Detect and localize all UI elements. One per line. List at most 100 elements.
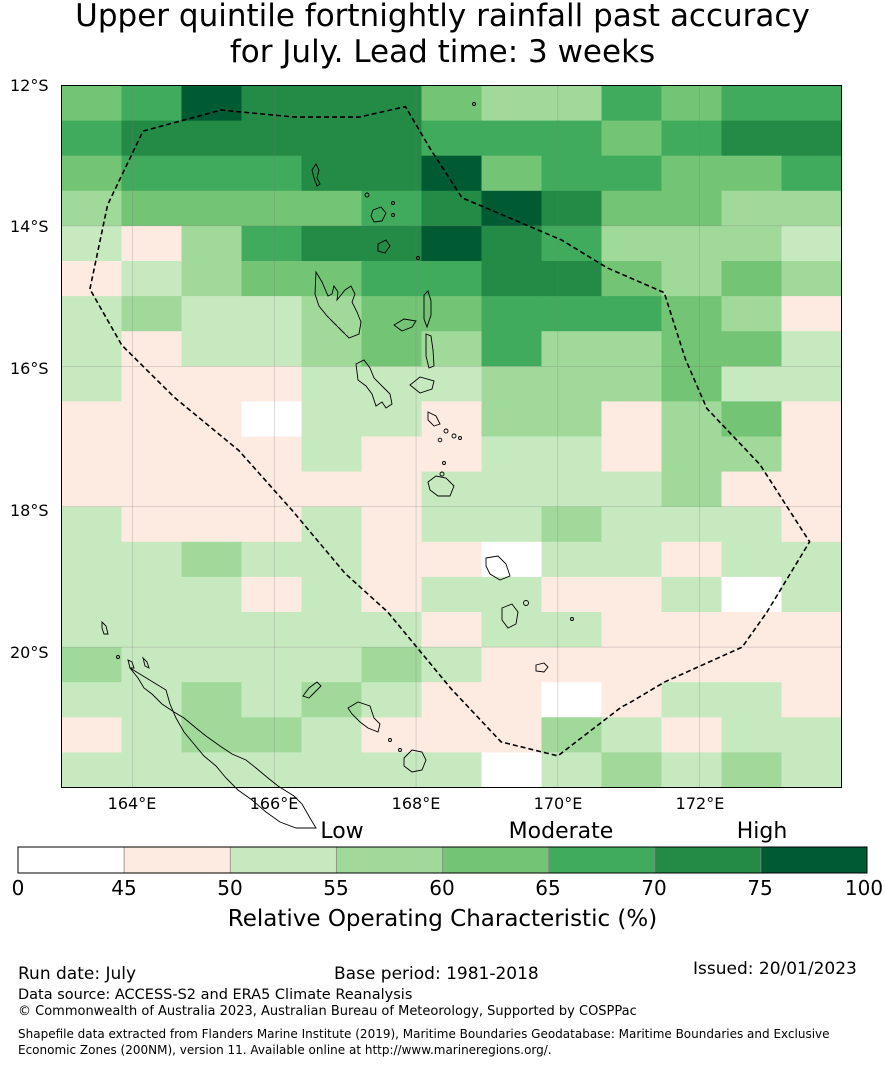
grid-cell bbox=[661, 471, 723, 508]
colorbar-segment bbox=[442, 847, 549, 873]
grid-cell bbox=[121, 576, 183, 613]
grid-cell bbox=[661, 155, 723, 192]
grid-cell bbox=[361, 366, 423, 402]
grid-cell bbox=[721, 436, 783, 473]
grid-cell bbox=[781, 471, 843, 508]
grid-cell bbox=[241, 576, 303, 613]
grid-cell bbox=[181, 331, 243, 367]
grid-cell bbox=[481, 541, 543, 578]
grid-cell bbox=[61, 752, 123, 789]
grid-cell bbox=[361, 225, 423, 262]
grid-cell bbox=[721, 576, 783, 613]
island-ambae bbox=[393, 318, 417, 332]
issued-date: Issued: 20/01/2023 bbox=[693, 959, 857, 979]
grid-cell bbox=[361, 541, 423, 578]
grid-cell bbox=[541, 261, 603, 297]
grid-cell bbox=[601, 506, 663, 543]
grid-cell bbox=[481, 85, 543, 122]
grid-cell bbox=[241, 682, 303, 718]
island-gaua bbox=[370, 206, 387, 223]
grid-cell bbox=[541, 436, 603, 473]
grid-cell bbox=[61, 225, 123, 262]
island-small-16 bbox=[116, 655, 120, 659]
grid-cell bbox=[661, 576, 723, 613]
grid-cell bbox=[421, 366, 483, 402]
grid-cell bbox=[481, 576, 543, 613]
colorbar-frame bbox=[17, 846, 868, 874]
grid-cell bbox=[661, 190, 723, 227]
island-pentecost bbox=[425, 333, 435, 369]
grid-cell bbox=[481, 190, 543, 227]
lat-label-12s: 12°S bbox=[10, 76, 49, 95]
grid-cell bbox=[481, 436, 543, 473]
island-small-15 bbox=[398, 748, 402, 752]
grid-cell bbox=[781, 436, 843, 473]
grid-cell bbox=[301, 471, 363, 508]
grid-cell bbox=[301, 541, 363, 578]
grid-cell bbox=[601, 576, 663, 613]
grid-cell bbox=[241, 366, 303, 402]
grid-cell bbox=[61, 85, 123, 122]
grid-cell bbox=[421, 576, 483, 613]
grid-cell bbox=[241, 85, 303, 122]
colorbar-tick-50: 50 bbox=[217, 876, 243, 900]
grid-cell bbox=[61, 296, 123, 332]
grid-cell bbox=[541, 471, 603, 508]
grid-cell bbox=[661, 401, 723, 438]
grid-cell bbox=[241, 506, 303, 543]
grid-cell bbox=[781, 647, 843, 683]
grid-cell bbox=[61, 576, 123, 613]
category-high: High bbox=[736, 819, 788, 844]
grid-cell bbox=[481, 647, 543, 683]
grid-cell bbox=[181, 155, 243, 192]
grid-cell bbox=[601, 717, 663, 753]
grid-cell bbox=[601, 331, 663, 367]
lon-label-170e: 170°E bbox=[533, 794, 583, 813]
grid-cell bbox=[61, 506, 123, 543]
grid-cell bbox=[661, 85, 723, 122]
grid-cell bbox=[181, 471, 243, 508]
grid-cell bbox=[781, 261, 843, 297]
grid-cell bbox=[781, 331, 843, 367]
colorbar-tick-75: 75 bbox=[747, 876, 773, 900]
grid-cell bbox=[601, 612, 663, 648]
grid-cell bbox=[301, 506, 363, 543]
grid-cell bbox=[721, 296, 783, 332]
island-small-6 bbox=[443, 428, 449, 434]
grid-cell bbox=[61, 647, 123, 683]
colorbar-segment bbox=[654, 847, 762, 873]
island-small-14 bbox=[388, 738, 392, 742]
grid-cell bbox=[541, 541, 603, 578]
base-period: Base period: 1981-2018 bbox=[334, 964, 539, 984]
grid-cell bbox=[241, 296, 303, 332]
islet-chain-2 bbox=[142, 656, 150, 669]
grid-cell bbox=[541, 506, 603, 543]
grid-cell bbox=[721, 401, 783, 438]
grid-cell bbox=[421, 717, 483, 753]
grid-cell bbox=[301, 155, 363, 192]
grid-cell bbox=[541, 120, 603, 157]
grid-cell bbox=[121, 541, 183, 578]
lat-label-18s: 18°S bbox=[10, 501, 49, 520]
grid-cell bbox=[421, 155, 483, 192]
island-small-10 bbox=[439, 471, 445, 477]
shapefile-note-line1: Shapefile data extracted from Flanders M… bbox=[18, 1027, 830, 1041]
grid-cell bbox=[601, 647, 663, 683]
grid-cell bbox=[241, 331, 303, 367]
grid-cell bbox=[61, 541, 123, 578]
grid-cell bbox=[601, 682, 663, 718]
grid-cell bbox=[781, 506, 843, 543]
grid-cell bbox=[661, 331, 723, 367]
grid-cell bbox=[181, 85, 243, 122]
lon-label-172e: 172°E bbox=[675, 794, 725, 813]
grid-cell bbox=[421, 752, 483, 789]
grid-cell bbox=[301, 576, 363, 613]
island-tanna bbox=[501, 603, 519, 629]
grid-cell bbox=[541, 752, 603, 789]
grid-cell bbox=[241, 155, 303, 192]
lat-label-20s: 20°S bbox=[10, 643, 49, 662]
grid-cell bbox=[241, 541, 303, 578]
island-espiritu-santo bbox=[314, 270, 362, 339]
grid-cell bbox=[121, 471, 183, 508]
grid-cell bbox=[361, 471, 423, 508]
